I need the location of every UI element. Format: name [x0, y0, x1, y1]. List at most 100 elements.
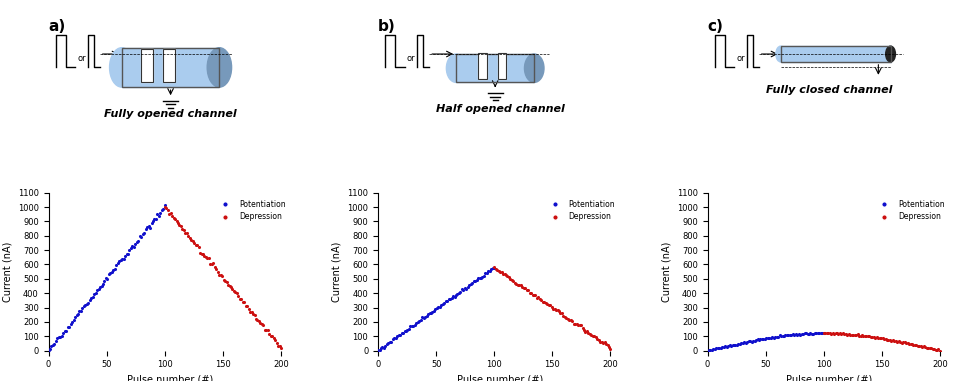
- Point: [198, 254, 214, 260]
- Bar: [497, 53, 506, 79]
- Point: [873, 335, 888, 341]
- Point: [75, 305, 90, 311]
- Point: [218, 279, 234, 285]
- Point: [713, 345, 728, 351]
- Point: [49, 338, 64, 344]
- Point: [506, 278, 521, 284]
- Point: [840, 332, 855, 338]
- Point: [763, 335, 779, 341]
- Point: [800, 331, 816, 337]
- Point: [54, 333, 70, 339]
- Point: [143, 225, 158, 231]
- Point: [881, 337, 896, 343]
- Point: [435, 301, 451, 307]
- Text: or: or: [407, 54, 416, 63]
- Point: [103, 270, 118, 276]
- Point: [170, 220, 185, 226]
- Point: [592, 339, 608, 345]
- Point: [430, 304, 446, 310]
- Point: [803, 330, 819, 336]
- Point: [929, 347, 945, 353]
- Bar: [121, 48, 219, 87]
- Point: [426, 308, 442, 314]
- Point: [69, 312, 84, 318]
- Point: [826, 331, 842, 337]
- Point: [515, 284, 530, 290]
- Point: [546, 306, 561, 312]
- Point: [769, 334, 785, 340]
- Point: [392, 332, 408, 338]
- Point: [773, 333, 788, 339]
- Point: [273, 345, 288, 351]
- Point: [709, 346, 724, 352]
- Point: [136, 230, 151, 236]
- Point: [133, 234, 149, 240]
- Point: [573, 322, 588, 328]
- Y-axis label: Current (nA): Current (nA): [661, 242, 671, 302]
- Point: [175, 226, 190, 232]
- Point: [866, 334, 882, 340]
- Point: [501, 274, 517, 280]
- Point: [261, 331, 277, 337]
- Text: or: or: [736, 54, 745, 63]
- Point: [157, 204, 173, 210]
- Point: [55, 330, 71, 336]
- Point: [237, 299, 252, 305]
- Point: [172, 222, 187, 228]
- Point: [724, 342, 740, 348]
- Point: [707, 346, 722, 352]
- Point: [776, 333, 791, 339]
- Point: [894, 339, 910, 346]
- Point: [72, 308, 87, 314]
- Bar: [497, 53, 506, 79]
- Point: [421, 310, 437, 316]
- Point: [829, 330, 845, 336]
- Point: [855, 333, 871, 339]
- Point: [418, 314, 433, 320]
- Point: [576, 327, 591, 333]
- Bar: [456, 54, 534, 82]
- Point: [87, 290, 103, 296]
- Point: [397, 328, 413, 334]
- Point: [135, 231, 151, 237]
- Point: [384, 339, 399, 345]
- Point: [532, 296, 548, 302]
- Point: [746, 338, 761, 344]
- Point: [95, 280, 111, 287]
- Point: [558, 315, 574, 321]
- Point: [910, 343, 925, 349]
- Point: [197, 253, 213, 259]
- Point: [561, 317, 577, 323]
- Point: [257, 327, 273, 333]
- Point: [588, 334, 604, 340]
- Ellipse shape: [207, 48, 232, 87]
- Point: [240, 303, 255, 309]
- Point: [816, 330, 831, 336]
- Point: [715, 344, 730, 350]
- Point: [504, 277, 519, 283]
- Point: [730, 341, 746, 347]
- Point: [466, 279, 482, 285]
- Point: [486, 264, 502, 271]
- Point: [740, 339, 755, 345]
- Point: [184, 237, 199, 243]
- Point: [489, 267, 505, 273]
- Point: [853, 333, 868, 339]
- Point: [841, 331, 856, 337]
- Point: [263, 333, 279, 339]
- Point: [737, 339, 753, 346]
- Point: [927, 347, 943, 353]
- Point: [423, 310, 439, 316]
- Point: [781, 332, 796, 338]
- Point: [130, 238, 146, 244]
- Point: [407, 322, 422, 328]
- Point: [552, 310, 568, 316]
- Bar: [142, 49, 153, 82]
- Point: [124, 243, 140, 249]
- Point: [51, 334, 67, 340]
- Point: [429, 305, 445, 311]
- Point: [861, 333, 877, 339]
- Point: [716, 344, 731, 350]
- Point: [782, 332, 797, 338]
- Point: [372, 347, 387, 354]
